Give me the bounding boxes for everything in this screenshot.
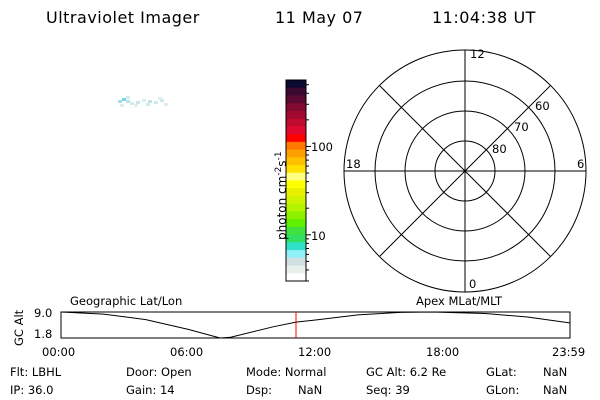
image-pixel: [164, 103, 168, 106]
image-pixel: [130, 102, 134, 105]
orbit-frame: [60, 311, 571, 339]
status-filter: Flt: LBHL: [10, 365, 62, 379]
image-pixel: [146, 103, 150, 106]
colorbar-band: [286, 95, 306, 104]
status-dsp: NaN: [298, 383, 323, 397]
colorbar-band: [286, 250, 306, 259]
image-pixel: [120, 104, 124, 107]
colorbar-band: [286, 234, 306, 243]
colorbar-band: [286, 219, 306, 228]
status-gain: Gain: 14: [126, 383, 175, 397]
colorbar-band: [286, 257, 306, 267]
ytick-bottom: 1.8: [34, 327, 53, 341]
image-pixel: [160, 99, 164, 102]
image-pixel: [126, 100, 130, 103]
colorbar-label: photon cm-2s-1: [274, 151, 289, 240]
image-pixel: [134, 104, 138, 107]
orbit-plot: [60, 311, 571, 339]
status-glon: NaN: [543, 383, 568, 397]
colorbar: [285, 79, 311, 282]
status-seq: Seq: 39: [366, 383, 410, 397]
ytick-top: 9.0: [34, 306, 53, 320]
colorbar-band: [286, 211, 306, 220]
colorbar-band: [286, 172, 306, 181]
apex-caption: Apex MLat/MLT: [416, 294, 503, 308]
colorbar-tick-10: 10: [311, 229, 326, 243]
colorbar-band: [286, 180, 306, 189]
image-pixel: [136, 101, 140, 104]
image-pixel: [118, 100, 122, 103]
colorbar-band: [286, 87, 306, 96]
colorbar-band: [286, 118, 306, 127]
colorbar-band: [286, 134, 306, 143]
date: 11 May 07: [275, 8, 364, 27]
polar-label-12: 12: [470, 47, 485, 61]
image-pixel: [148, 100, 152, 103]
altitude-curve: [60, 311, 570, 339]
colorbar-band: [286, 203, 306, 212]
ring-label-80: 80: [492, 142, 507, 156]
colorbar-frame: [285, 79, 307, 282]
colorbar-band: [286, 242, 306, 251]
status-door: Door: Open: [126, 365, 192, 379]
status-gc-alt: GC Alt: 6.2 Re: [366, 365, 447, 379]
colorbar-band: [286, 126, 306, 135]
colorbar-band: [286, 103, 306, 112]
colorbar-band: [286, 226, 306, 236]
status-ip: IP: 36.0: [10, 383, 54, 397]
image-pixel: [158, 97, 162, 100]
polar-label-0: 0: [469, 277, 477, 291]
status-mode: Mode: Normal: [246, 365, 327, 379]
time: 11:04:38 UT: [432, 8, 536, 27]
colorbar-band: [286, 188, 306, 197]
colorbar-tick-100: 100: [311, 140, 333, 154]
image-pixel: [142, 99, 146, 102]
status-glon-label: GLon:: [486, 383, 520, 397]
colorbar-band: [286, 149, 306, 158]
xtick-0: 00:00: [42, 345, 76, 359]
xtick-3: 18:00: [426, 345, 460, 359]
xtick-1: 06:00: [170, 345, 204, 359]
image-pixel: [154, 101, 158, 104]
ring-label-70: 70: [514, 120, 529, 134]
colorbar-band: [286, 165, 306, 174]
auroral-image: [118, 96, 168, 107]
gc-alt-label: GC Alt: [12, 309, 26, 346]
colorbar-band: [286, 110, 306, 120]
ring-label-60: 60: [535, 99, 550, 113]
colorbar-band: [286, 141, 306, 151]
mlt-line-diag: [379, 85, 551, 257]
status-glat: NaN: [543, 365, 568, 379]
xtick-4: 23:59: [552, 345, 586, 359]
colorbar-band: [286, 195, 306, 205]
polar-label-18: 18: [346, 157, 361, 171]
xtick-2: 12:00: [298, 345, 332, 359]
status-dsp-label: Dsp:: [246, 383, 273, 397]
colorbar-band: [286, 157, 306, 166]
image-pixel: [126, 96, 130, 99]
colorbar-band: [286, 273, 306, 282]
colorbar-band: [286, 80, 306, 89]
colorbar-band: [286, 265, 306, 274]
app-title: Ultraviolet Imager: [46, 8, 200, 27]
status-glat-label: GLat:: [486, 365, 517, 379]
image-pixel: [122, 98, 126, 101]
polar-grid: [343, 49, 587, 293]
geographic-caption: Geographic Lat/Lon: [70, 294, 183, 308]
polar-label-6: 6: [577, 157, 585, 171]
